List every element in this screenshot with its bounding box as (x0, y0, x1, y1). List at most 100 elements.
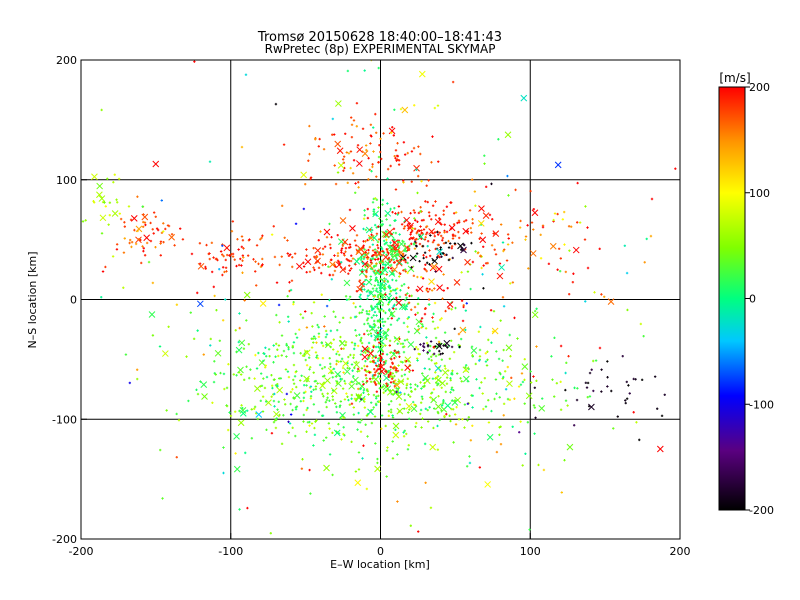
data-point (256, 417, 259, 421)
data-point (291, 265, 294, 269)
data-point (230, 252, 233, 256)
data-point (475, 378, 478, 381)
data-point (365, 379, 369, 383)
data-point (400, 223, 404, 226)
data-point (313, 426, 316, 430)
data-point (395, 351, 398, 354)
data-point (222, 446, 225, 449)
data-point (175, 303, 179, 306)
data-point (402, 350, 406, 354)
data-point (496, 272, 504, 280)
data-point (523, 402, 526, 405)
data-point (567, 355, 570, 358)
data-point (345, 257, 348, 261)
colorbar (718, 86, 746, 511)
data-point (559, 344, 563, 348)
data-point (366, 322, 370, 325)
data-point (396, 453, 399, 456)
data-point (291, 388, 294, 391)
data-point (444, 367, 447, 370)
data-point (428, 263, 431, 266)
data-point (385, 449, 389, 452)
data-point (448, 414, 451, 418)
data-point (407, 247, 411, 251)
data-point (417, 297, 420, 300)
data-point (173, 244, 176, 247)
data-point (390, 263, 393, 267)
data-point (560, 491, 563, 494)
data-point (166, 224, 170, 227)
data-point (401, 345, 405, 349)
data-point (397, 163, 401, 166)
data-point (426, 200, 429, 204)
data-point (314, 247, 322, 254)
data-point (509, 282, 512, 285)
data-point (632, 411, 635, 414)
data-point (312, 388, 315, 391)
data-point (375, 175, 378, 178)
data-point (392, 431, 400, 439)
data-point (377, 341, 381, 344)
data-point (108, 213, 111, 217)
data-point (334, 182, 338, 186)
data-point (333, 269, 337, 273)
data-point (399, 360, 403, 363)
data-point (480, 266, 483, 270)
data-point (237, 263, 241, 267)
data-point (384, 424, 387, 428)
data-point (468, 455, 471, 458)
data-point (586, 266, 590, 270)
data-point (295, 370, 298, 373)
data-point (249, 368, 252, 371)
data-point (376, 258, 380, 261)
data-point (99, 214, 107, 222)
data-point (403, 339, 407, 342)
data-point (378, 286, 381, 289)
data-point (432, 352, 436, 356)
data-point (397, 253, 400, 257)
data-point (416, 311, 419, 315)
data-point (325, 333, 329, 336)
data-point (134, 242, 138, 246)
data-point (410, 266, 413, 269)
data-point (402, 181, 405, 184)
data-point (374, 465, 381, 473)
data-point (304, 182, 307, 186)
data-point (321, 263, 324, 267)
data-point (372, 298, 375, 301)
data-point (299, 313, 302, 316)
data-point (305, 271, 308, 274)
data-point (277, 303, 281, 307)
data-point (634, 378, 637, 381)
data-point (301, 316, 305, 320)
data-point (415, 168, 418, 171)
data-point (447, 239, 450, 243)
data-point (225, 404, 228, 407)
data-point (255, 411, 263, 418)
data-point (523, 358, 526, 361)
data-point (368, 236, 371, 240)
data-point (471, 406, 474, 409)
data-point (464, 309, 468, 312)
data-point (302, 383, 306, 387)
data-point (389, 267, 393, 270)
data-point (557, 247, 561, 250)
data-point (324, 377, 331, 384)
data-point (276, 408, 279, 411)
data-point (435, 376, 442, 384)
data-point (329, 258, 333, 262)
data-point (355, 101, 359, 105)
data-point (397, 159, 401, 162)
data-point (396, 500, 399, 503)
data-point (378, 251, 382, 254)
data-point (584, 205, 587, 208)
data-point (592, 389, 595, 393)
data-point (483, 376, 487, 380)
data-point (360, 367, 364, 370)
data-point (506, 365, 510, 369)
data-point (193, 60, 196, 63)
data-point (663, 393, 666, 396)
data-point (314, 337, 317, 340)
data-point (347, 298, 351, 301)
data-point (372, 126, 375, 129)
